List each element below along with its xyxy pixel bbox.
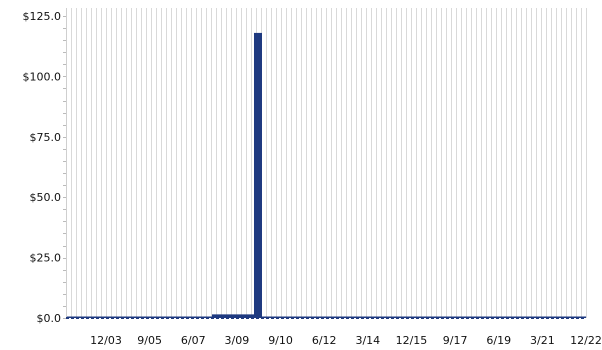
axis-layer xyxy=(63,8,586,319)
x-tick-label: 9/10 xyxy=(268,334,293,347)
x-tick-label: 9/17 xyxy=(443,334,468,347)
x-tick-label: 12/03 xyxy=(90,334,122,347)
grid-layer xyxy=(66,8,587,318)
x-tick-label: 12/15 xyxy=(396,334,428,347)
y-tick-label: $125.0 xyxy=(23,10,62,23)
x-tick-label: 6/12 xyxy=(312,334,337,347)
x-tick-label: 3/09 xyxy=(225,334,250,347)
y-tick-label: $0.0 xyxy=(37,312,62,325)
x-tick-label: 3/14 xyxy=(355,334,380,347)
bar xyxy=(254,32,262,319)
x-tick-label: 3/21 xyxy=(530,334,555,347)
x-tick-label: 6/07 xyxy=(181,334,206,347)
x-tick-label: 9/05 xyxy=(137,334,162,347)
y-tick-label: $75.0 xyxy=(30,131,62,144)
y-tick-label: $100.0 xyxy=(23,70,62,83)
y-tick-label: $50.0 xyxy=(30,191,62,204)
label-layer: $0.0 $25.0 $50.0 $75.0 $100.0 $125.0 12/03 9/05… xyxy=(23,10,602,347)
x-tick-label: 6/19 xyxy=(486,334,511,347)
x-tick-label: 12/22 xyxy=(570,334,602,347)
y-tick-label: $25.0 xyxy=(30,252,62,265)
bar xyxy=(212,314,254,318)
